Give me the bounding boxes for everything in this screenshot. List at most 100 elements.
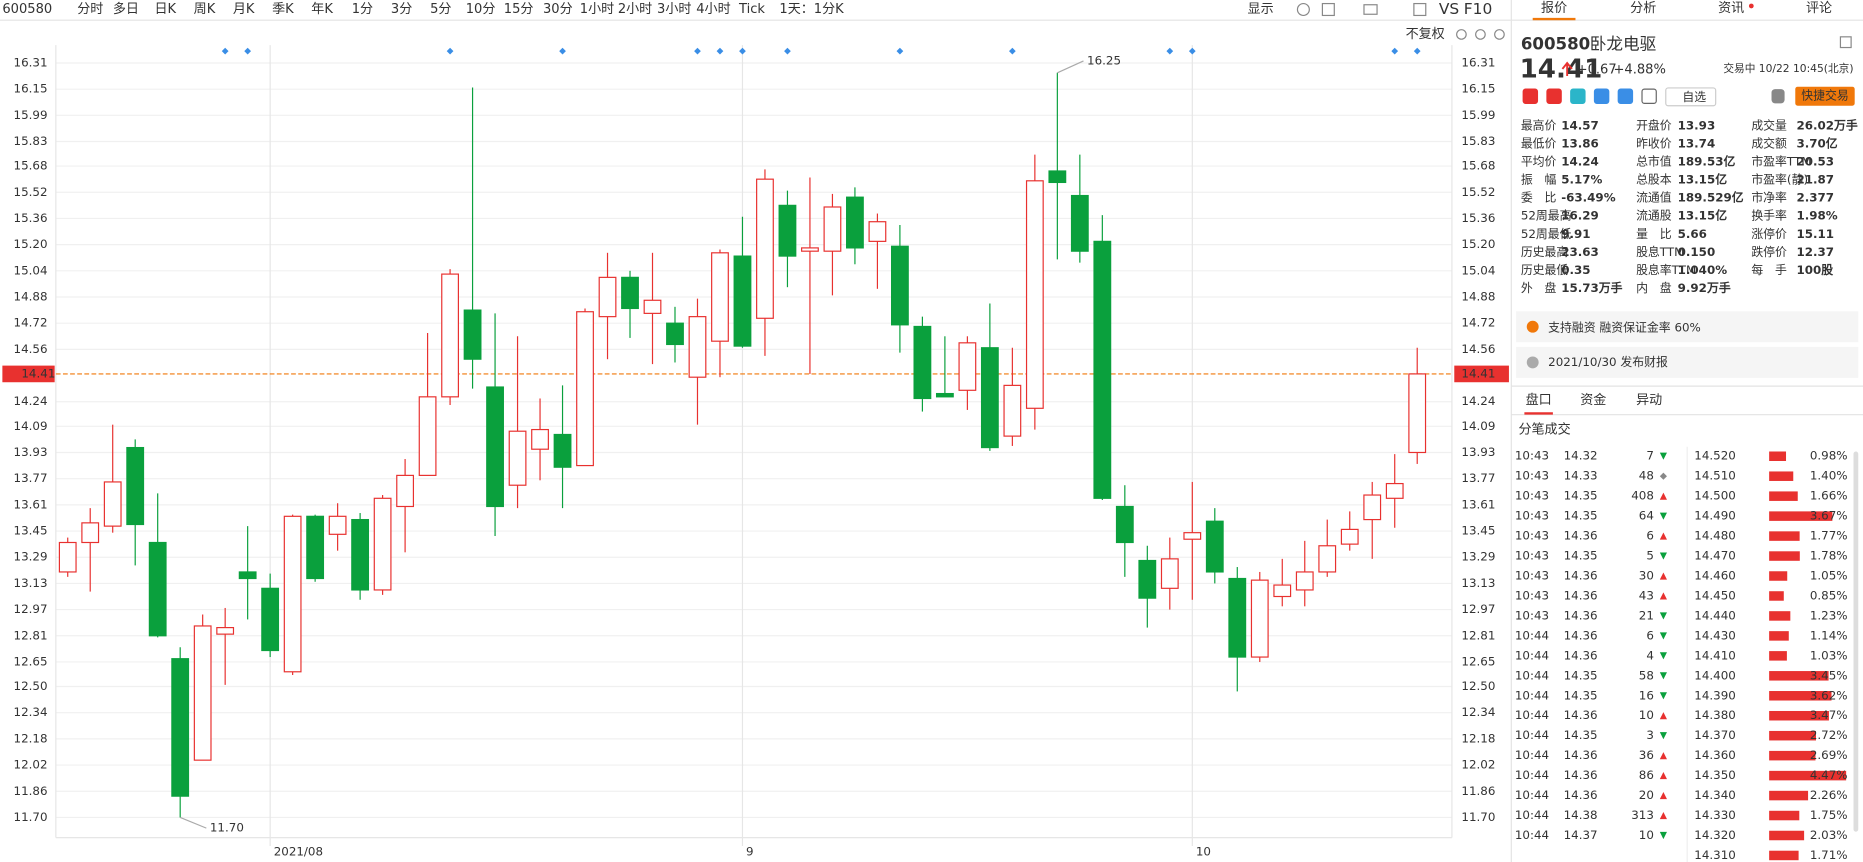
sub-tab[interactable]: 资金 — [1580, 392, 1606, 408]
note-icon[interactable] — [1839, 36, 1852, 49]
period-tab[interactable]: 1分 — [352, 2, 373, 17]
y-tick-label: 13.61 — [1461, 497, 1495, 511]
candle-body — [1228, 577, 1247, 658]
stat-value: 0.150 — [1678, 245, 1716, 259]
y-tick-label: 13.77 — [14, 471, 48, 485]
period-tab[interactable]: 3小时 — [657, 2, 691, 17]
trade-volume: 4 — [1646, 648, 1654, 662]
candle-body — [58, 541, 77, 573]
period-tab[interactable]: 分时 — [77, 2, 103, 17]
watch-button[interactable] — [1665, 87, 1717, 107]
period-tab[interactable]: 15分 — [504, 2, 534, 17]
trade-time: 10:44 — [1515, 828, 1549, 842]
scrollbar[interactable] — [1853, 451, 1859, 832]
checkbox-icon[interactable] — [1321, 2, 1335, 17]
y-tick-label: 15.36 — [1461, 211, 1495, 225]
period-tab[interactable]: 多日 — [113, 1, 139, 17]
trade-button[interactable] — [1795, 86, 1855, 106]
period-tab[interactable]: 年K — [311, 2, 333, 17]
period-tab[interactable]: 1小时 — [580, 2, 614, 17]
level-price: 14.480 — [1694, 529, 1736, 543]
stat-value: -63.49% — [1561, 191, 1615, 205]
notice-text[interactable]: 支持融资 融资保证金率 60% — [1548, 320, 1701, 334]
panel-tab[interactable]: 分析 — [1630, 1, 1656, 16]
event-marker[interactable] — [1009, 47, 1016, 55]
feature-icon[interactable] — [1641, 88, 1657, 104]
event-marker[interactable] — [559, 47, 566, 55]
stat-value: 20.53 — [1796, 155, 1834, 169]
notice-text[interactable]: 2021/10/30 发布财报 — [1548, 355, 1668, 369]
level-percent: 0.98% — [1810, 449, 1848, 463]
alert-icon[interactable] — [1771, 89, 1785, 104]
stat-label: 流通值 — [1636, 191, 1672, 205]
event-marker[interactable] — [1413, 47, 1421, 55]
zoom-in-icon[interactable] — [1494, 29, 1505, 40]
level-price: 14.500 — [1694, 489, 1736, 503]
period-tab[interactable]: 5分 — [430, 2, 451, 17]
stat-value: 5.17% — [1561, 173, 1602, 187]
stat-value: 3.70亿 — [1796, 137, 1837, 151]
f10-button[interactable]: F10 — [1464, 0, 1493, 18]
level-price: 14.340 — [1694, 788, 1736, 802]
trade-direction — [1659, 532, 1667, 540]
feature-icon[interactable] — [1593, 88, 1610, 104]
stat-value: 1.98% — [1796, 209, 1837, 223]
period-tab[interactable]: 周K — [194, 2, 216, 17]
stat-value: 2.377 — [1796, 191, 1834, 205]
camera-icon[interactable] — [1363, 4, 1378, 15]
feature-icon[interactable] — [1522, 88, 1539, 104]
level-bar — [1769, 830, 1805, 841]
trade-direction — [1659, 592, 1667, 600]
reset-icon[interactable] — [1456, 29, 1467, 40]
sub-tab[interactable]: 异动 — [1636, 393, 1662, 408]
trade-time: 10:43 — [1515, 549, 1549, 563]
stat-label: 总市值 — [1636, 155, 1672, 169]
feature-icon[interactable] — [1570, 88, 1586, 104]
sub-tab[interactable]: 盘口 — [1526, 392, 1552, 408]
candle-body — [306, 515, 325, 580]
feature-icon[interactable] — [1546, 88, 1562, 104]
trade-button-label[interactable]: 快捷交易 — [1801, 89, 1849, 103]
display-menu[interactable]: 显示 — [1248, 2, 1274, 17]
period-tab[interactable]: 2小时 — [618, 2, 652, 17]
adjust-toggle[interactable]: 不复权 — [1406, 26, 1445, 42]
y-tick-label: 11.70 — [14, 810, 48, 824]
period-tab[interactable]: 30分 — [543, 2, 573, 17]
trade-price: 14.36 — [1564, 569, 1598, 583]
vs-button[interactable]: VS — [1439, 0, 1459, 18]
candle-body — [328, 515, 347, 535]
stat-value: 13.93 — [1678, 118, 1716, 132]
y-tick-label: 14.24 — [1461, 394, 1495, 408]
settings-icon[interactable] — [1296, 2, 1310, 17]
period-tab[interactable]: 日K — [154, 2, 176, 17]
event-marker[interactable] — [1188, 47, 1196, 55]
trade-time: 10:44 — [1515, 688, 1549, 702]
period-tab[interactable]: 月K — [233, 2, 255, 17]
y-tick-label: 12.81 — [1461, 628, 1495, 642]
candle-body — [1318, 545, 1337, 573]
panel-tab[interactable]: 评论 — [1806, 1, 1832, 16]
y-tick-label: 12.18 — [1461, 731, 1495, 745]
y-tick-label: 15.99 — [14, 108, 48, 122]
feature-icon[interactable] — [1617, 88, 1634, 104]
period-tab[interactable]: Tick — [738, 2, 765, 17]
candle-body — [81, 522, 100, 544]
y-tick-label: 12.50 — [14, 679, 48, 693]
zoom-out-icon[interactable] — [1475, 29, 1486, 40]
period-tab[interactable]: 1天：1分K — [779, 2, 844, 17]
candle-body — [778, 204, 797, 257]
trade-time: 10:43 — [1515, 588, 1549, 602]
trade-price: 14.32 — [1564, 449, 1598, 463]
trade-direction — [1659, 831, 1667, 840]
period-tab[interactable]: 4小时 — [696, 2, 730, 17]
fullscreen-icon[interactable] — [1413, 2, 1427, 17]
level-percent: 1.03% — [1810, 648, 1848, 662]
trade-direction — [1659, 612, 1667, 620]
period-tab[interactable]: 季K — [272, 2, 294, 17]
panel-tab[interactable]: 资讯 — [1718, 1, 1744, 16]
watch-button-label[interactable]: 自选 — [1682, 90, 1706, 104]
period-tab[interactable]: 10分 — [466, 2, 496, 17]
period-tab[interactable]: 3分 — [391, 2, 412, 17]
panel-tab[interactable]: 报价 — [1541, 1, 1567, 16]
